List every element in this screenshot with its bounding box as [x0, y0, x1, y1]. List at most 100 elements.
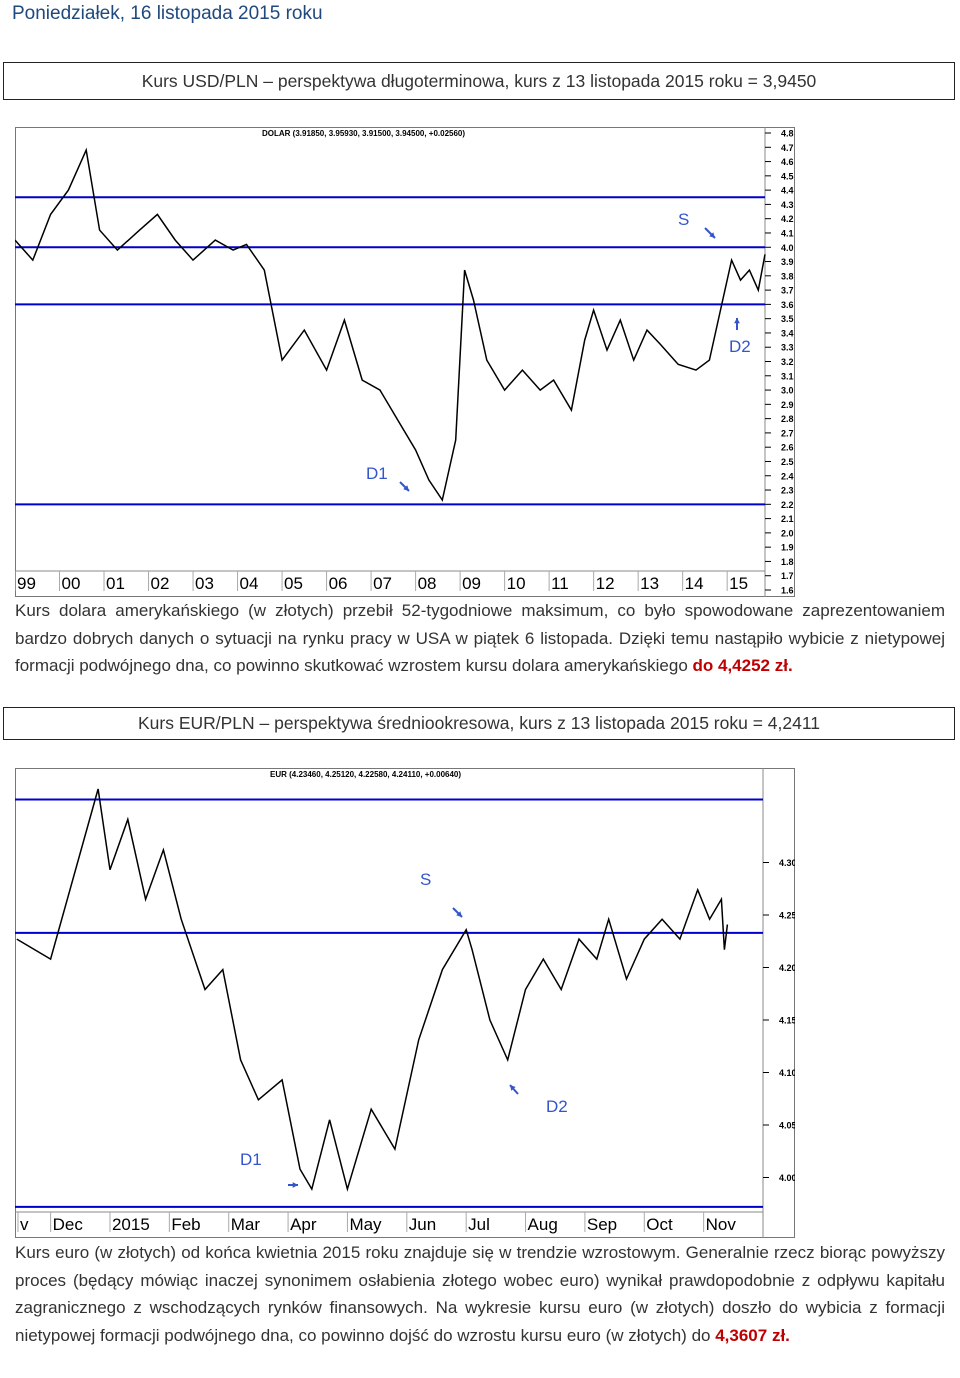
y-tick-label: 3.5 — [781, 314, 794, 324]
paragraph-text: Kurs dolara amerykańskiego (w złotych) p… — [15, 601, 945, 675]
annotation: D1 — [240, 1150, 262, 1169]
x-tick-label: v — [20, 1215, 29, 1234]
y-tick-label: 3.1 — [781, 371, 794, 381]
x-tick-label: 00 — [62, 574, 81, 593]
x-tick-label: Sep — [587, 1215, 617, 1234]
y-tick-label: 1.9 — [781, 543, 794, 553]
y-tick-label: 2.5 — [781, 457, 794, 467]
x-tick-label: 10 — [507, 574, 526, 593]
x-tick-label: Nov — [706, 1215, 737, 1234]
paragraph: Kurs dolara amerykańskiego (w złotych) p… — [15, 597, 945, 680]
chart: EUR (4.23460, 4.25120, 4.22580, 4.24110,… — [15, 768, 795, 1238]
arrow-head — [403, 485, 409, 491]
arrow-head — [709, 232, 715, 238]
y-tick-label: 4.20 — [779, 963, 795, 973]
x-tick-label: 07 — [373, 574, 392, 593]
x-tick-label: 99 — [17, 574, 36, 593]
y-tick-label: 4.0 — [781, 243, 794, 253]
y-tick-label: 3.7 — [781, 286, 794, 296]
y-tick-label: 2.7 — [781, 428, 794, 438]
y-tick-label: 3.4 — [781, 328, 794, 338]
x-tick-label: 08 — [418, 574, 437, 593]
x-tick-label: 14 — [685, 574, 704, 593]
y-tick-label: 3.0 — [781, 386, 794, 396]
y-tick-label: 4.25 — [779, 911, 795, 921]
highlight: do 4,4252 zł. — [692, 656, 793, 675]
y-tick-label: 4.7 — [781, 143, 794, 153]
x-tick-label: 03 — [195, 574, 214, 593]
y-tick-label: 4.30 — [779, 858, 795, 868]
x-tick-label: 09 — [462, 574, 481, 593]
y-tick-label: 2.8 — [781, 414, 794, 424]
x-tick-label: Aug — [528, 1215, 558, 1234]
y-tick-label: 4.6 — [781, 157, 794, 167]
y-tick-label: 2.6 — [781, 443, 794, 453]
section-heading: Kurs EUR/PLN – perspektywa średniookreso… — [3, 707, 955, 740]
y-tick-label: 2.9 — [781, 400, 794, 410]
price-line — [16, 788, 729, 1192]
x-tick-label: Apr — [290, 1215, 317, 1234]
annotation: D1 — [366, 464, 388, 483]
y-tick-label: 4.10 — [779, 1068, 795, 1078]
x-tick-label: 12 — [596, 574, 615, 593]
x-tick-label: 11 — [551, 574, 569, 593]
x-tick-label: Oct — [646, 1215, 673, 1234]
highlight: 4,3607 zł. — [715, 1325, 790, 1345]
y-tick-label: 4.05 — [779, 1121, 795, 1131]
y-tick-label: 4.3 — [781, 200, 794, 210]
annotation: D2 — [729, 337, 751, 356]
y-tick-label: 4.2 — [781, 214, 794, 224]
y-tick-label: 4.8 — [781, 129, 794, 139]
y-tick-label: 4.15 — [779, 1016, 795, 1026]
y-tick-label: 3.2 — [781, 357, 794, 367]
y-tick-label: 3.6 — [781, 300, 794, 310]
annotation: S — [678, 210, 689, 229]
chart-header: DOLAR (3.91850, 3.95930, 3.91500, 3.9450… — [262, 129, 465, 138]
y-tick-label: 4.00 — [779, 1173, 795, 1183]
x-tick-label: Jun — [409, 1215, 436, 1234]
x-tick-label: Feb — [171, 1215, 200, 1234]
paragraph-text: Kurs euro (w złotych) od końca kwietnia … — [15, 1243, 945, 1345]
x-tick-label: May — [349, 1215, 382, 1234]
arrow-head — [734, 318, 740, 324]
x-tick-label: 02 — [151, 574, 170, 593]
annotation: D2 — [546, 1097, 568, 1116]
y-tick-label: 4.1 — [781, 228, 794, 238]
arrow-head — [292, 1182, 298, 1188]
x-tick-label: 15 — [729, 574, 748, 593]
section-heading: Kurs USD/PLN – perspektywa długoterminow… — [3, 62, 955, 100]
y-tick-label: 2.3 — [781, 486, 794, 496]
price-line — [15, 147, 766, 502]
x-tick-label: Mar — [231, 1215, 261, 1234]
y-tick-label: 1.6 — [781, 586, 794, 596]
chart-frame — [15, 127, 795, 597]
date-title: Poniedziałek, 16 listopada 2015 roku — [12, 3, 323, 24]
y-tick-label: 3.3 — [781, 343, 794, 353]
x-tick-label: Dec — [53, 1215, 84, 1234]
y-tick-label: 3.9 — [781, 257, 794, 267]
y-tick-label: 1.8 — [781, 557, 794, 567]
y-tick-label: 2.2 — [781, 500, 794, 510]
x-tick-label: 01 — [106, 574, 125, 593]
x-tick-label: 05 — [284, 574, 303, 593]
y-tick-label: 3.8 — [781, 271, 794, 281]
x-tick-label: 06 — [329, 574, 348, 593]
annotation: S — [420, 870, 431, 889]
y-tick-label: 2.4 — [781, 471, 794, 481]
chart: DOLAR (3.91850, 3.95930, 3.91500, 3.9450… — [15, 127, 795, 597]
y-tick-label: 4.5 — [781, 171, 794, 181]
chart-header: EUR (4.23460, 4.25120, 4.22580, 4.24110,… — [270, 770, 461, 779]
arrow-head — [510, 1085, 516, 1091]
y-tick-label: 1.7 — [781, 571, 794, 581]
chart-frame — [15, 768, 795, 1238]
x-tick-label: Jul — [468, 1215, 490, 1234]
x-tick-label: 13 — [640, 574, 659, 593]
y-tick-label: 4.4 — [781, 186, 794, 196]
y-tick-label: 2.1 — [781, 514, 794, 524]
x-tick-label: 2015 — [112, 1215, 150, 1234]
x-tick-label: 04 — [240, 574, 259, 593]
paragraph: Kurs euro (w złotych) od końca kwietnia … — [15, 1239, 945, 1349]
arrow-head — [456, 911, 462, 917]
y-tick-label: 2.0 — [781, 528, 794, 538]
